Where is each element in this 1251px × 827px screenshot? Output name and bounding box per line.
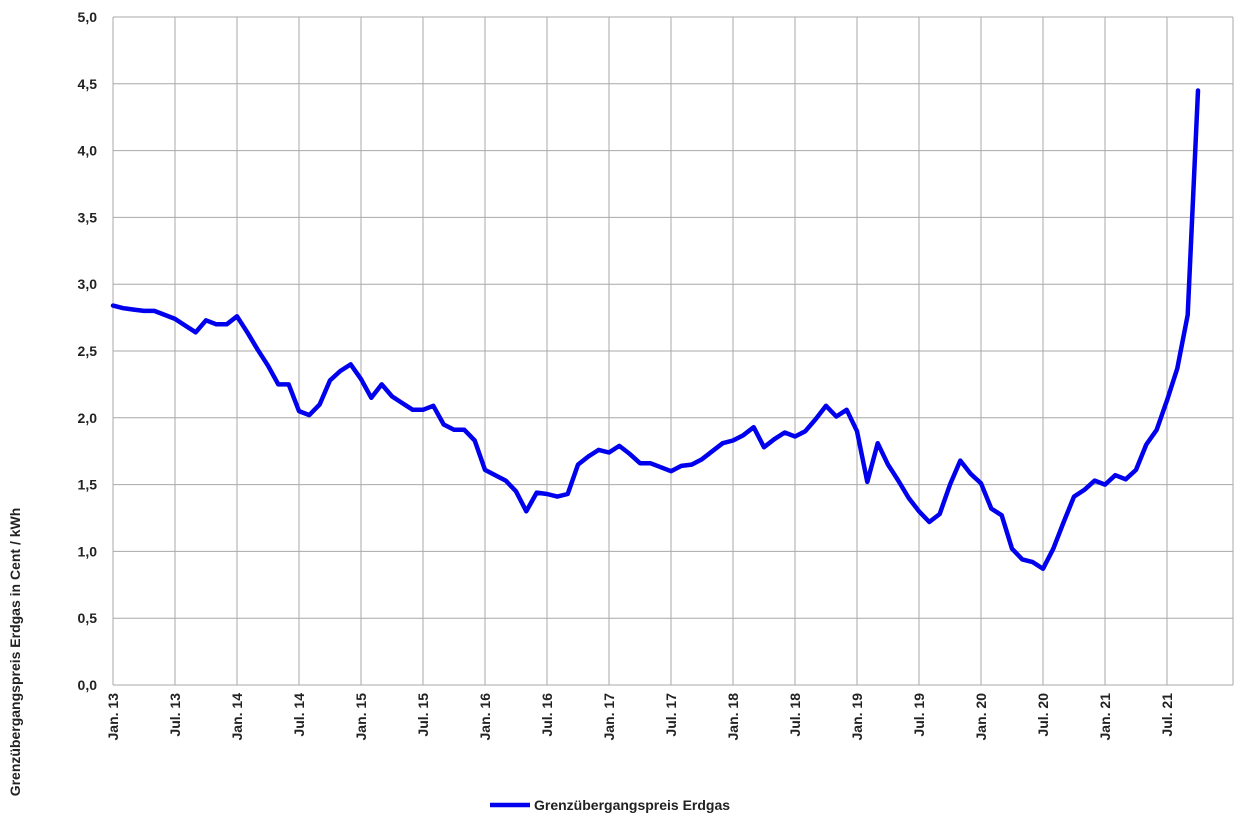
y-axis-label: Grenzübergangspreis Erdgas in Cent / kWh (7, 508, 23, 797)
y-tick-label: 3,0 (78, 276, 98, 292)
legend: Grenzübergangspreis Erdgas (490, 797, 730, 813)
y-tick-label: 2,0 (78, 410, 98, 426)
y-tick-label: 2,5 (78, 343, 98, 359)
x-tick-label: Jul. 18 (787, 693, 803, 737)
x-tick-label: Jul. 14 (291, 693, 307, 737)
x-tick-label: Jul. 19 (911, 693, 927, 737)
x-tick-label: Jan. 14 (229, 693, 245, 741)
x-tick-label: Jan. 20 (973, 693, 989, 741)
x-tick-label: Jan. 21 (1097, 693, 1113, 741)
x-axis-ticks: Jan. 13 Jul. 13 Jan. 14 Jul. 14 Jan. 15 Jul. … (105, 693, 1175, 741)
x-tick-label: Jan. 18 (725, 693, 741, 741)
y-tick-label: 3,5 (78, 209, 98, 225)
y-tick-label: 0,5 (78, 610, 98, 626)
legend-label: Grenzübergangspreis Erdgas (534, 797, 730, 813)
x-tick-label: Jul. 21 (1159, 693, 1175, 737)
y-tick-label: 1,0 (78, 543, 98, 559)
grid-lines (112, 16, 1234, 686)
x-tick-label: Jan. 19 (849, 693, 865, 741)
y-axis-ticks: 0,0 0,5 1,0 1,5 2,0 2,5 3,0 3,5 4,0 4,5 5,0 (78, 9, 98, 693)
x-tick-label: Jul. 16 (539, 693, 555, 737)
y-tick-label: 4,5 (78, 76, 98, 92)
y-tick-label: 1,5 (78, 477, 98, 493)
x-tick-label: Jan. 16 (477, 693, 493, 741)
y-tick-label: 5,0 (78, 9, 98, 25)
y-tick-label: 4,0 (78, 143, 98, 159)
series-line-grenzuebergangspreis (110, 88, 1201, 572)
x-tick-label: Jan. 15 (353, 693, 369, 741)
x-tick-label: Jul. 20 (1035, 693, 1051, 737)
x-tick-label: Jul. 15 (415, 693, 431, 737)
x-tick-label: Jul. 13 (167, 693, 183, 737)
x-tick-label: Jan. 13 (105, 693, 121, 741)
x-tick-label: Jul. 17 (663, 693, 679, 737)
x-tick-label: Jan. 17 (601, 693, 617, 741)
y-tick-label: 0,0 (78, 677, 98, 693)
